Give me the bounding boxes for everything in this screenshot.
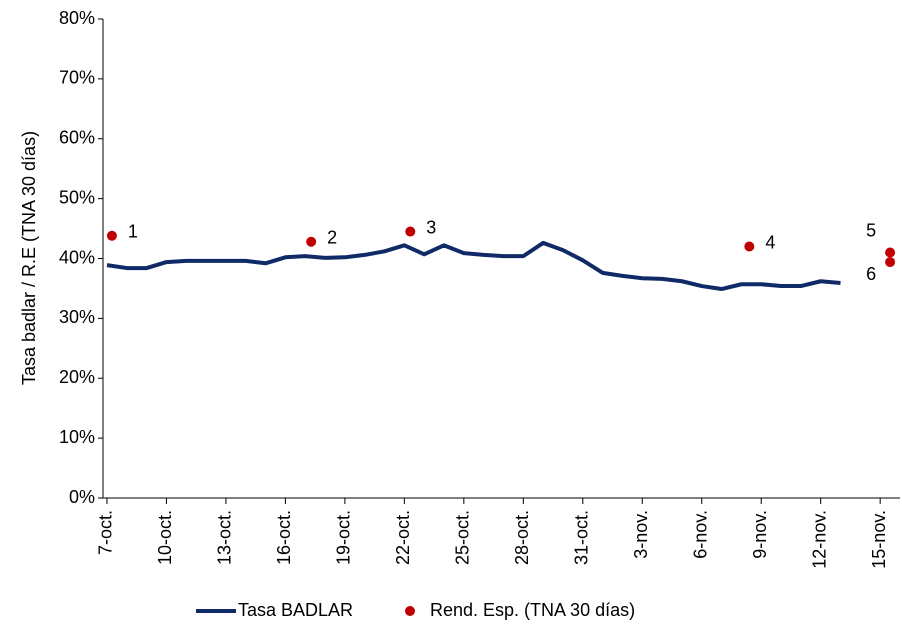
x-tick-label: 10-oct. (155, 510, 175, 565)
y-tick-label: 60% (59, 128, 95, 148)
x-tick-label: 31-oct. (572, 510, 592, 565)
legend-label: Rend. Esp. (TNA 30 días) (430, 600, 635, 620)
y-tick-label: 20% (59, 367, 95, 387)
y-tick-label: 70% (59, 68, 95, 88)
y-tick-label: 10% (59, 427, 95, 447)
scatter-point (885, 257, 896, 268)
y-tick-label: 50% (59, 187, 95, 207)
legend-label: Tasa BADLAR (238, 600, 353, 620)
scatter-point (744, 241, 755, 252)
point-label: 3 (426, 217, 436, 237)
scatter-point (405, 226, 416, 237)
point-label: 6 (866, 264, 876, 284)
scatter-point (885, 247, 896, 258)
x-tick-label: 28-oct. (512, 510, 532, 565)
scatter-point (106, 230, 117, 241)
x-tick-label: 6-nov. (690, 510, 710, 559)
line-series (106, 240, 841, 292)
y-axis-label: Tasa badlar / R.E (TNA 30 días) (19, 131, 39, 385)
scatter-point (306, 236, 317, 247)
x-tick-label: 15-nov. (869, 510, 889, 569)
point-label: 1 (128, 221, 138, 241)
point-label: 5 (866, 220, 876, 240)
x-tick-label: 19-oct. (334, 510, 354, 565)
x-tick-label: 25-oct. (453, 510, 473, 565)
y-tick-label: 0% (69, 487, 95, 507)
x-tick-label: 12-nov. (809, 510, 829, 569)
point-label: 2 (327, 227, 337, 247)
x-tick-label: 22-oct. (393, 510, 413, 565)
point-label: 4 (765, 232, 775, 252)
x-tick-label: 13-oct. (215, 510, 235, 565)
x-tick-label: 16-oct. (274, 510, 294, 565)
x-tick-label: 9-nov. (750, 510, 770, 559)
legend-swatch (405, 606, 415, 616)
y-tick-label: 40% (59, 247, 95, 267)
x-tick-label: 3-nov. (631, 510, 651, 559)
x-tick-label: 7-oct. (96, 510, 116, 555)
y-tick-label: 80% (59, 8, 95, 28)
y-tick-label: 30% (59, 307, 95, 327)
